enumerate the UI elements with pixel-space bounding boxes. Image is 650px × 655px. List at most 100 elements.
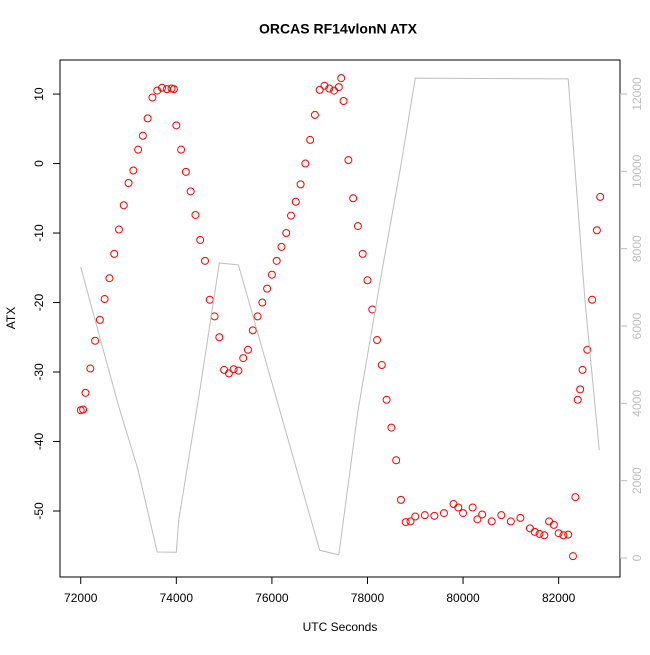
y-tick-label: 0 [32, 160, 46, 167]
data-point [516, 513, 525, 522]
data-point [215, 333, 224, 342]
data-point [535, 529, 544, 538]
data-point [287, 211, 296, 220]
data-point [387, 423, 396, 432]
data-point [564, 530, 573, 539]
data-point [148, 93, 157, 102]
x-tick-label: 78000 [351, 591, 385, 605]
data-point [377, 361, 386, 370]
data-point [258, 298, 267, 307]
data-point [181, 167, 190, 176]
data-point [506, 517, 515, 526]
data-point [576, 385, 585, 394]
data-point [177, 145, 186, 154]
data-point [559, 531, 568, 540]
data-point [129, 166, 138, 175]
data-point [454, 503, 463, 512]
x-tick-label: 76000 [255, 591, 289, 605]
data-point [200, 256, 209, 265]
y2-tick-label: 4000 [630, 390, 644, 417]
data-point [344, 156, 353, 165]
data-point [100, 295, 109, 304]
data-point [592, 226, 601, 235]
x-axis-label: UTC Seconds [303, 620, 378, 634]
data-point [157, 83, 166, 92]
data-point [234, 366, 243, 375]
data-point [337, 74, 346, 83]
data-point [244, 345, 253, 354]
data-point [497, 511, 506, 520]
x-tick-label: 80000 [446, 591, 480, 605]
data-point [349, 194, 358, 203]
y-tick-label: -20 [32, 294, 46, 312]
x-tick-label: 72000 [64, 591, 98, 605]
data-point [306, 135, 315, 144]
data-point [540, 531, 549, 540]
data-point [373, 336, 382, 345]
data-point [468, 503, 477, 512]
y-tick-label: -10 [32, 224, 46, 242]
data-point [248, 326, 257, 335]
data-point [310, 110, 319, 119]
data-point [143, 114, 152, 123]
y-tick-label: -50 [32, 502, 46, 520]
data-point [578, 365, 587, 374]
data-point [339, 96, 348, 105]
data-point [138, 131, 147, 140]
y2-tick-label: 8000 [630, 235, 644, 262]
data-point [124, 178, 133, 187]
data-point [224, 369, 233, 378]
data-point [573, 395, 582, 404]
x-tick-label: 74000 [160, 591, 194, 605]
data-point [571, 493, 580, 502]
y-tick-label: 10 [32, 87, 46, 101]
data-point [530, 527, 539, 536]
data-point [196, 235, 205, 244]
data-point [420, 511, 429, 520]
data-point [263, 284, 272, 293]
data-point [353, 222, 362, 231]
data-point [81, 388, 90, 397]
data-point [229, 365, 238, 374]
data-point [172, 121, 181, 130]
data-point [363, 276, 372, 285]
data-point [239, 354, 248, 363]
data-point [315, 85, 324, 94]
data-point [392, 456, 401, 465]
data-point [186, 187, 195, 196]
data-point [282, 229, 291, 238]
data-point [91, 336, 100, 345]
data-point [301, 159, 310, 168]
data-point [406, 517, 415, 526]
x-tick-label: 82000 [542, 591, 576, 605]
data-point [105, 274, 114, 283]
y-tick-label: -30 [32, 363, 46, 381]
data-point [459, 509, 468, 518]
data-point [79, 405, 88, 414]
data-point [596, 192, 605, 201]
data-point [296, 180, 305, 189]
data-point [588, 295, 597, 304]
data-point [119, 201, 128, 210]
data-point [86, 364, 95, 373]
data-point [358, 249, 367, 258]
y-tick-label: -40 [32, 432, 46, 450]
data-point [382, 395, 391, 404]
data-point [95, 315, 104, 324]
data-point [253, 312, 262, 321]
data-point [325, 84, 334, 93]
y-axis-label: ATX [4, 307, 18, 329]
y2-tick-label: 10000 [630, 154, 644, 188]
data-point [169, 85, 178, 94]
altitude-line [80, 77, 600, 556]
data-point [430, 511, 439, 520]
data-point [134, 145, 143, 154]
y2-tick-label: 2000 [630, 467, 644, 494]
data-point [411, 512, 420, 521]
data-point [554, 529, 563, 538]
data-point [568, 552, 577, 561]
data-point [110, 249, 119, 258]
y2-tick-label: 6000 [630, 312, 644, 339]
data-point [396, 495, 405, 504]
